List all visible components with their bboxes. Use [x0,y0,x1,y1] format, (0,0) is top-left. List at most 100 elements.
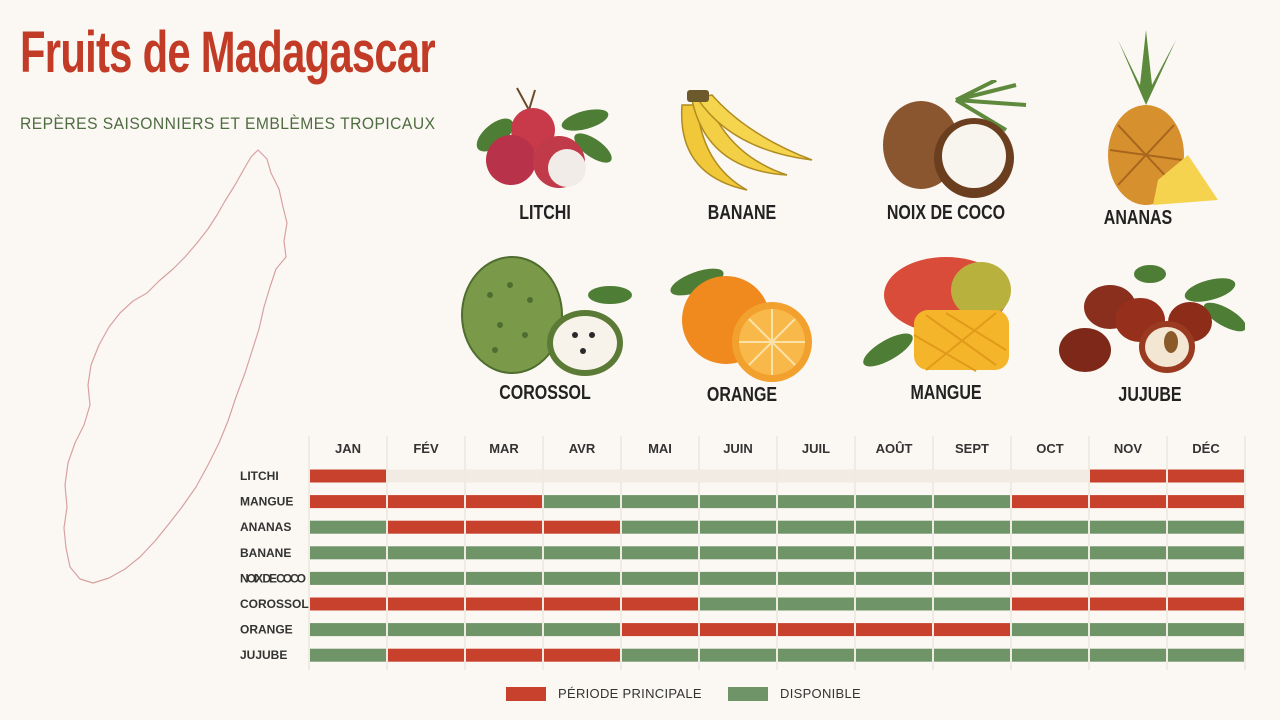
ananas-icon [1108,30,1218,205]
season-cell [1168,469,1244,483]
season-cell [622,469,698,483]
season-cell [1012,495,1088,509]
fruit-card-orange: ORANGE [642,262,842,407]
month-header: MAI [648,441,672,456]
fruit-label: LITCHI [519,202,571,224]
legend-disponible: DISPONIBLE [728,686,861,701]
fruit-card-ananas: ANANAS [1038,30,1238,230]
season-cell [1090,597,1166,611]
season-cell [856,520,932,534]
fruit-label: ORANGE [706,384,778,406]
row-label: MANGUE [240,495,293,509]
season-cell [700,648,776,662]
legend-label-principal: PÉRIODE PRINCIPALE [558,686,702,701]
season-cell [856,546,932,560]
season-cell [544,546,620,560]
season-cell [310,648,386,662]
legend-swatch-disponible [728,686,768,701]
month-header: JUIN [723,441,753,456]
season-cell [1012,546,1088,560]
season-cell [622,597,698,611]
season-cell [1090,520,1166,534]
season-cell [544,571,620,585]
season-cell [310,495,386,509]
season-cell [466,469,542,483]
season-cell [1012,623,1088,637]
season-cell [778,648,854,662]
season-cell [1168,597,1244,611]
row-label: JUJUBE [240,648,287,662]
season-cell [778,571,854,585]
season-cell [622,546,698,560]
month-header: SEPT [955,441,989,456]
litchi-icon [476,87,612,188]
season-cell [622,623,698,637]
season-cell [1012,597,1088,611]
season-cell [310,571,386,585]
fruit-card-mangue: MANGUE [846,255,1046,405]
season-cell [1090,546,1166,560]
season-cell [934,495,1010,509]
season-cell [622,520,698,534]
season-cell [856,469,932,483]
season-cell [700,469,776,483]
season-cell [622,648,698,662]
season-cell [1090,571,1166,585]
season-cell [544,469,620,483]
season-cell [466,546,542,560]
season-cell [388,571,464,585]
fruit-card-litchi: LITCHI [445,80,645,225]
season-cell [310,623,386,637]
season-cell [778,597,854,611]
month-header: MAR [489,441,519,456]
month-header: FÉV [413,441,439,456]
season-cell [934,648,1010,662]
month-header: DÉC [1192,441,1220,456]
season-cell [466,623,542,637]
month-header: JAN [335,441,361,456]
fruit-label: MANGUE [910,382,982,404]
season-cell [310,469,386,483]
season-cell [388,520,464,534]
fruit-card-jujube: JUJUBE [1050,262,1250,407]
season-cell [310,597,386,611]
season-cell [700,520,776,534]
row-label: ANANAS [240,520,291,534]
season-cell [778,520,854,534]
row-label: COROSSOL [240,597,309,611]
legend-label-disponible: DISPONIBLE [780,686,862,701]
season-cell [856,623,932,637]
season-cell [856,495,932,509]
season-cell [1012,571,1088,585]
season-cell [700,546,776,560]
season-cell [1168,495,1244,509]
fruit-card-noix-de-coco: NOIX DE COCO [846,80,1046,225]
row-label: ORANGE [240,623,293,637]
season-cell [388,495,464,509]
month-header: OCT [1036,441,1064,456]
season-cell [1090,495,1166,509]
season-cell [856,571,932,585]
season-cell [1012,520,1088,534]
season-cell [388,623,464,637]
season-cell [778,469,854,483]
month-header: JUIL [802,441,830,456]
season-cell [544,597,620,611]
season-cell [466,597,542,611]
corossol-icon [461,256,632,376]
season-cell [1090,623,1166,637]
season-cell [1168,546,1244,560]
season-cell [934,571,1010,585]
season-cell [466,648,542,662]
fruit-card-corossol: COROSSOL [445,255,645,405]
banane-icon [680,90,813,191]
season-cell [310,546,386,560]
season-cell [1168,520,1244,534]
season-cell [388,597,464,611]
season-cell [388,546,464,560]
season-cell [934,469,1010,483]
fruit-label: COROSSOL [499,382,591,404]
season-cell [778,623,854,637]
season-cell [1012,648,1088,662]
